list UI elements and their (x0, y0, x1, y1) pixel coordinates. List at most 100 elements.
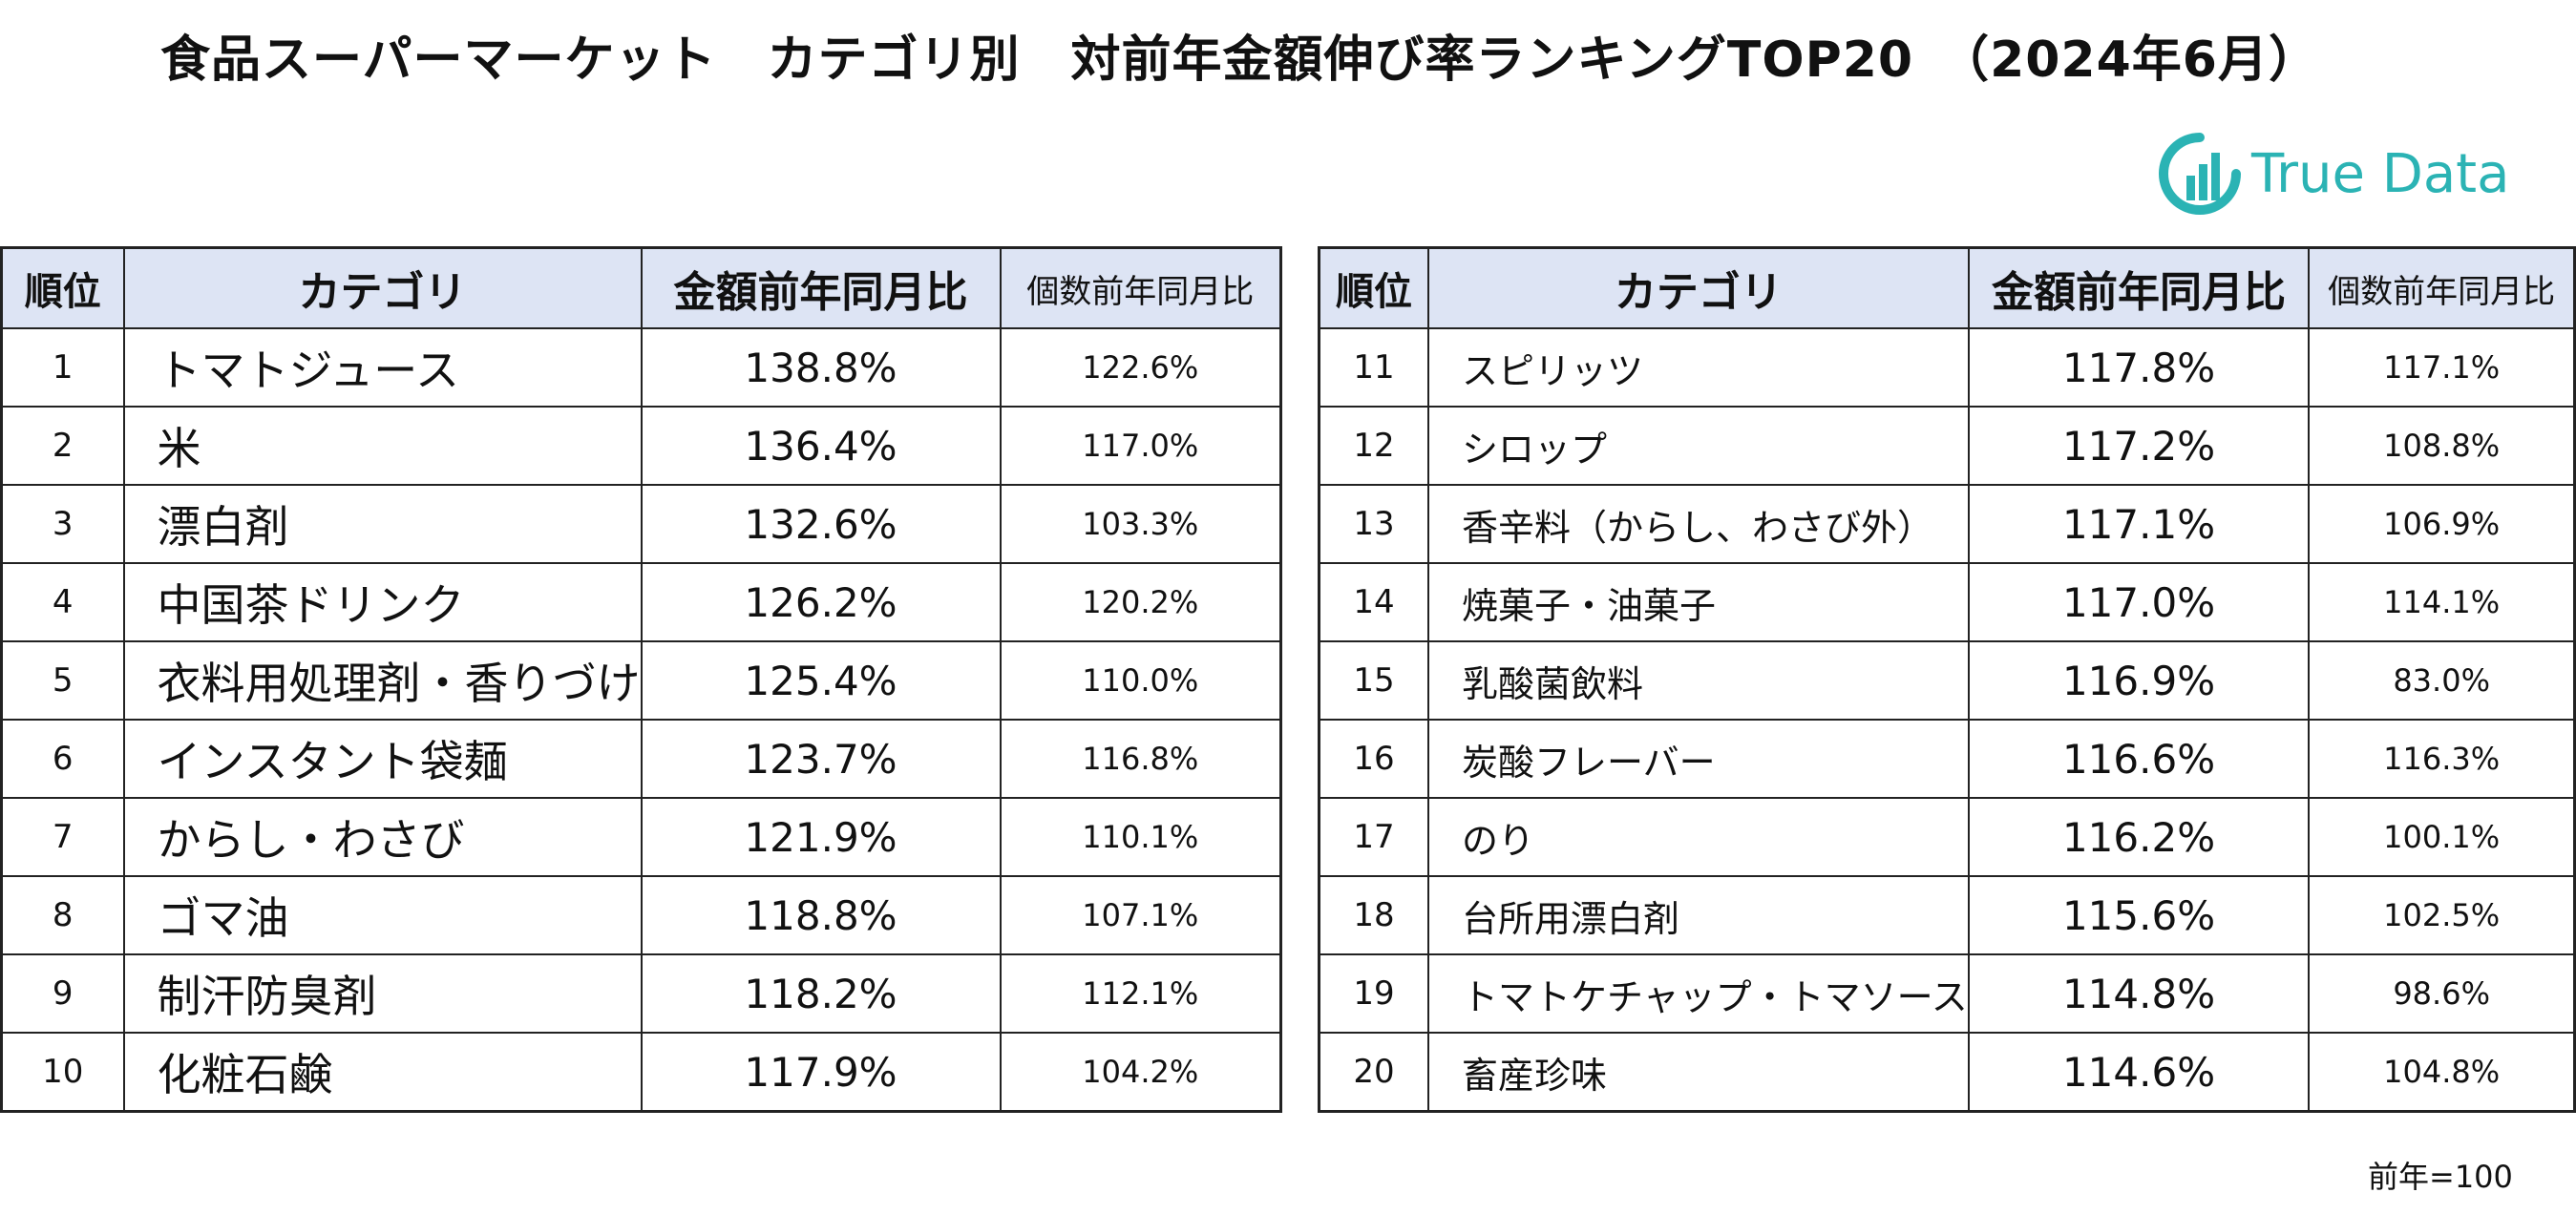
header-rank: 順位 (1318, 246, 1430, 329)
table-header-row: 順位 カテゴリ 金額前年同月比 個数前年同月比 (1318, 246, 2576, 329)
count-yoy-cell: 107.1% (999, 875, 1282, 955)
rank-cell: 5 (0, 640, 125, 721)
count-yoy-cell: 117.0% (999, 406, 1282, 486)
category-cell: シロップ (1427, 406, 1970, 486)
count-yoy-cell: 116.3% (2308, 719, 2576, 799)
rank-cell: 13 (1318, 484, 1430, 564)
ranking-table-right: 順位 カテゴリ 金額前年同月比 個数前年同月比 11 スピリッツ 117.8% 117… (1318, 246, 2576, 1113)
amount-yoy-cell: 123.7% (640, 719, 1002, 799)
header-category: カテゴリ (122, 246, 643, 329)
table-row: 1 トマトジュース 138.8% 122.6% (0, 327, 1282, 408)
rank-cell: 14 (1318, 562, 1430, 642)
count-yoy-cell: 110.1% (999, 797, 1282, 877)
amount-yoy-cell: 116.2% (1967, 797, 2311, 877)
table-row: 19 トマトケチャップ・トマソース 114.8% 98.6% (1318, 953, 2576, 1034)
table-row: 14 焼菓子・油菓子 117.0% 114.1% (1318, 562, 2576, 642)
header-count-yoy: 個数前年同月比 (2308, 246, 2576, 329)
table-row: 7 からし・わさび 121.9% 110.1% (0, 797, 1282, 877)
count-yoy-cell: 116.8% (999, 719, 1282, 799)
amount-yoy-cell: 117.2% (1967, 406, 2311, 486)
count-yoy-cell: 106.9% (2308, 484, 2576, 564)
table-row: 4 中国茶ドリンク 126.2% 120.2% (0, 562, 1282, 642)
rank-cell: 6 (0, 719, 125, 799)
category-cell: 畜産珍味 (1427, 1032, 1970, 1113)
count-yoy-cell: 102.5% (2308, 875, 2576, 955)
table-row: 16 炭酸フレーバー 116.6% 116.3% (1318, 719, 2576, 799)
rank-cell: 18 (1318, 875, 1430, 955)
amount-yoy-cell: 117.8% (1967, 327, 2311, 408)
category-cell: 漂白剤 (122, 484, 643, 564)
category-cell: トマトケチャップ・トマソース (1427, 953, 1970, 1034)
table-row: 3 漂白剤 132.6% 103.3% (0, 484, 1282, 564)
table-row: 10 化粧石鹸 117.9% 104.2% (0, 1032, 1282, 1113)
amount-yoy-cell: 118.2% (640, 953, 1002, 1034)
rank-cell: 11 (1318, 327, 1430, 408)
ranking-table-left: 順位 カテゴリ 金額前年同月比 個数前年同月比 1 トマトジュース 138.8% 12… (0, 246, 1282, 1113)
header-amount-yoy: 金額前年同月比 (1967, 246, 2311, 329)
count-yoy-cell: 112.1% (999, 953, 1282, 1034)
amount-yoy-cell: 114.8% (1967, 953, 2311, 1034)
count-yoy-cell: 104.8% (2308, 1032, 2576, 1113)
amount-yoy-cell: 115.6% (1967, 875, 2311, 955)
amount-yoy-cell: 126.2% (640, 562, 1002, 642)
count-yoy-cell: 100.1% (2308, 797, 2576, 877)
rank-cell: 10 (0, 1032, 125, 1113)
rank-cell: 4 (0, 562, 125, 642)
table-row: 17 のり 116.2% 100.1% (1318, 797, 2576, 877)
page-title: 食品スーパーマーケット カテゴリ別 対前年金額伸び率ランキングTOP20 （20… (160, 31, 2319, 89)
amount-yoy-cell: 117.1% (1967, 484, 2311, 564)
table-row: 11 スピリッツ 117.8% 117.1% (1318, 327, 2576, 408)
table-row: 6 インスタント袋麺 123.7% 116.8% (0, 719, 1282, 799)
category-cell: 乳酸菌飲料 (1427, 640, 1970, 721)
category-cell: 米 (122, 406, 643, 486)
category-cell: 衣料用処理剤・香りづけ (122, 640, 643, 721)
amount-yoy-cell: 114.6% (1967, 1032, 2311, 1113)
count-yoy-cell: 104.2% (999, 1032, 1282, 1113)
logo-text: True Data (2251, 142, 2510, 205)
rank-cell: 16 (1318, 719, 1430, 799)
table-header-row: 順位 カテゴリ 金額前年同月比 個数前年同月比 (0, 246, 1282, 329)
count-yoy-cell: 120.2% (999, 562, 1282, 642)
count-yoy-cell: 122.6% (999, 327, 1282, 408)
category-cell: のり (1427, 797, 1970, 877)
rank-cell: 9 (0, 953, 125, 1034)
category-cell: 中国茶ドリンク (122, 562, 643, 642)
category-cell: 炭酸フレーバー (1427, 719, 1970, 799)
count-yoy-cell: 83.0% (2308, 640, 2576, 721)
category-cell: 制汗防臭剤 (122, 953, 643, 1034)
amount-yoy-cell: 138.8% (640, 327, 1002, 408)
amount-yoy-cell: 136.4% (640, 406, 1002, 486)
table-row: 18 台所用漂白剤 115.6% 102.5% (1318, 875, 2576, 955)
base-note: 前年=100 (2368, 1159, 2513, 1195)
table-row: 5 衣料用処理剤・香りづけ 125.4% 110.0% (0, 640, 1282, 721)
table-row: 15 乳酸菌飲料 116.9% 83.0% (1318, 640, 2576, 721)
rank-cell: 7 (0, 797, 125, 877)
rank-cell: 20 (1318, 1032, 1430, 1113)
table-row: 9 制汗防臭剤 118.2% 112.1% (0, 953, 1282, 1034)
category-cell: 焼菓子・油菓子 (1427, 562, 1970, 642)
rank-cell: 1 (0, 327, 125, 408)
count-yoy-cell: 108.8% (2308, 406, 2576, 486)
header-rank: 順位 (0, 246, 125, 329)
header-count-yoy: 個数前年同月比 (999, 246, 1282, 329)
amount-yoy-cell: 121.9% (640, 797, 1002, 877)
table-row: 8 ゴマ油 118.8% 107.1% (0, 875, 1282, 955)
count-yoy-cell: 117.1% (2308, 327, 2576, 408)
rank-cell: 3 (0, 484, 125, 564)
rank-cell: 2 (0, 406, 125, 486)
amount-yoy-cell: 132.6% (640, 484, 1002, 564)
table-row: 12 シロップ 117.2% 108.8% (1318, 406, 2576, 486)
bar-chart-logo-icon (2159, 133, 2241, 215)
count-yoy-cell: 110.0% (999, 640, 1282, 721)
rank-cell: 15 (1318, 640, 1430, 721)
rank-cell: 8 (0, 875, 125, 955)
category-cell: 香辛料（からし、わさび外） (1427, 484, 1970, 564)
count-yoy-cell: 114.1% (2308, 562, 2576, 642)
category-cell: インスタント袋麺 (122, 719, 643, 799)
category-cell: 台所用漂白剤 (1427, 875, 1970, 955)
rank-cell: 19 (1318, 953, 1430, 1034)
header-amount-yoy: 金額前年同月比 (640, 246, 1002, 329)
category-cell: スピリッツ (1427, 327, 1970, 408)
amount-yoy-cell: 116.6% (1967, 719, 2311, 799)
table-row: 2 米 136.4% 117.0% (0, 406, 1282, 486)
